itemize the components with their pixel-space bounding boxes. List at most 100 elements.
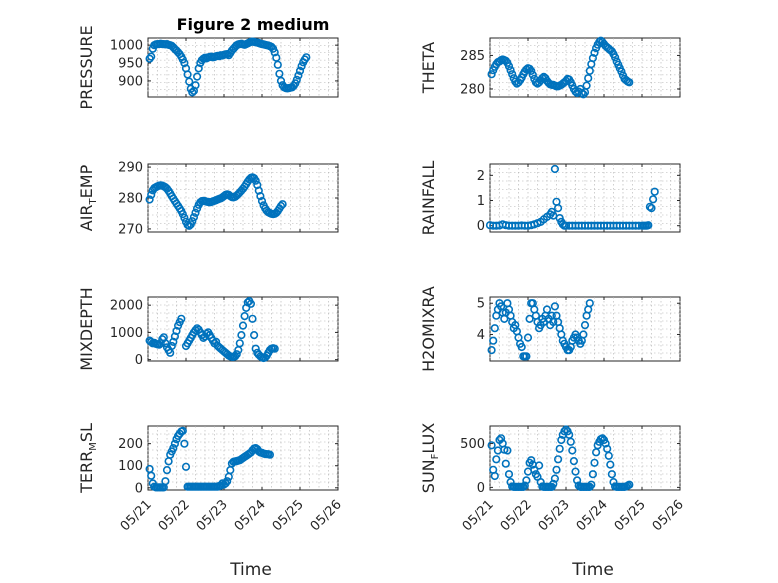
data-point (550, 474, 560, 483)
data-point (180, 439, 189, 448)
data-point (553, 455, 563, 464)
data-point (240, 312, 249, 321)
data-point (582, 81, 591, 90)
y-axis-label-part: AIR (77, 204, 96, 231)
data-point (588, 53, 598, 63)
data-point (571, 467, 580, 476)
y-tick-label: 285 (460, 49, 485, 64)
data-point (569, 457, 579, 466)
data-point (520, 481, 529, 490)
y-axis-label: AIRTEMP (77, 164, 99, 231)
data-point (250, 331, 259, 340)
data-point (504, 62, 514, 71)
data-point (650, 187, 659, 196)
data-point (237, 331, 246, 340)
data-point (579, 90, 588, 99)
y-axis-label: MIXDEPTH (77, 287, 96, 370)
y-tick-label: 1000 (110, 39, 143, 54)
data-point (256, 192, 265, 201)
data-point (185, 77, 194, 86)
data-point (189, 213, 198, 222)
y-axis-label-part: F (430, 453, 441, 459)
data-point (490, 471, 499, 481)
data-point (235, 339, 244, 348)
series-points (487, 36, 634, 99)
y-tick-label: 1000 (110, 326, 143, 341)
data-point (522, 476, 531, 485)
data-point (302, 53, 311, 62)
y-tick-label: 1 (477, 194, 485, 209)
y-axis-label-part: THETA (419, 42, 438, 94)
data-point (238, 321, 248, 330)
y-tick-label: 0 (477, 219, 485, 234)
data-point (511, 77, 520, 86)
data-point (487, 70, 496, 79)
data-point (566, 437, 575, 446)
data-point (492, 455, 501, 464)
data-point (169, 444, 178, 453)
y-tick-label: 950 (118, 57, 143, 72)
data-point (487, 346, 496, 355)
series-points (487, 425, 634, 492)
y-tick-label: 290 (118, 161, 143, 176)
data-point (547, 207, 556, 216)
data-point (534, 461, 544, 470)
data-point (587, 480, 596, 489)
data-point (504, 470, 514, 479)
series-points (145, 297, 279, 363)
y-tick-label: 2 (477, 169, 485, 184)
data-point (248, 314, 257, 323)
data-point (590, 48, 599, 57)
y-tick-label: 280 (118, 192, 143, 207)
data-point (606, 460, 615, 469)
data-point (508, 70, 517, 79)
data-point (522, 352, 531, 361)
data-point (180, 213, 189, 222)
data-point (595, 37, 604, 47)
gridlines (489, 297, 681, 361)
y-axis-label-part: SL (77, 423, 96, 442)
y-axis-label-part: MIXDEPTH (77, 287, 96, 370)
figure-title: Figure 2 medium (177, 15, 330, 34)
y-tick-label: 270 (118, 222, 143, 237)
data-point (568, 446, 577, 455)
data-point (579, 330, 588, 339)
data-point (223, 477, 232, 486)
data-point (503, 446, 512, 455)
data-point (523, 333, 533, 342)
data-point (625, 78, 634, 87)
series-points (487, 299, 594, 361)
data-point (527, 66, 536, 75)
data-point (232, 350, 241, 359)
data-point (549, 317, 558, 327)
data-point (648, 195, 658, 204)
data-point (577, 88, 586, 98)
data-point (177, 314, 186, 323)
data-point (497, 434, 506, 443)
y-tick-label: 900 (118, 74, 143, 89)
data-point (191, 81, 200, 90)
y-axis-label-part: M (88, 442, 99, 451)
y-tick-label: 100 (118, 459, 143, 474)
y-axis-label-part: SUN (419, 459, 438, 493)
data-point (156, 339, 165, 348)
data-point (145, 195, 154, 204)
data-point (555, 214, 564, 223)
data-point (162, 466, 172, 475)
data-point (610, 53, 620, 62)
data-point (501, 459, 510, 468)
data-point (625, 480, 634, 489)
subplot-theta: 285 280 THETA (419, 36, 681, 99)
data-point (519, 482, 528, 492)
data-point (276, 76, 286, 85)
data-point (161, 339, 170, 348)
data-point (590, 458, 599, 467)
y-tick-label: 4 (477, 328, 485, 343)
data-point (147, 52, 156, 61)
subplot-air-temp: 290 280 270 AIRTEMP (77, 161, 339, 237)
x-axis-label: Time (571, 560, 614, 580)
data-point (647, 204, 656, 213)
data-point (588, 470, 598, 479)
